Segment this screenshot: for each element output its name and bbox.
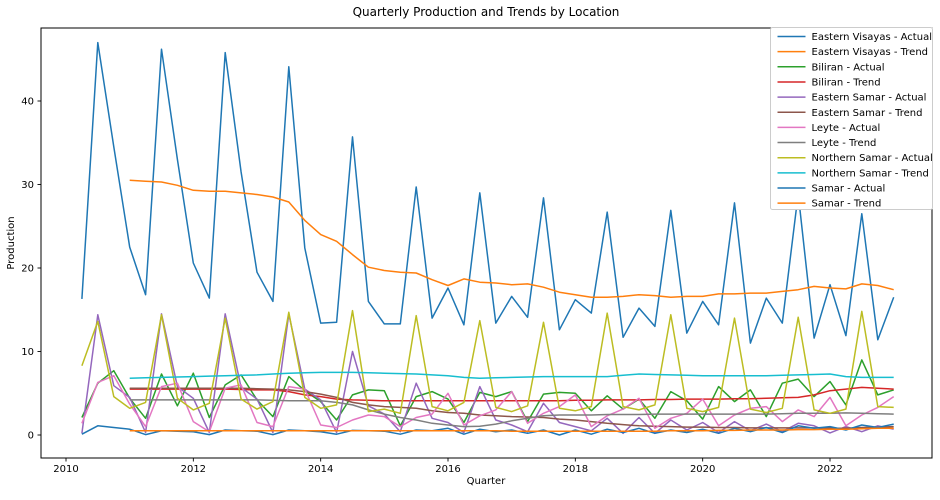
y-axis-label: Production [6, 216, 17, 269]
legend-entry-samar-actual: Samar - Actual [777, 184, 886, 195]
axes: 2010 2012 2014 2016 2018 2020 2022 0 10 20 30 40 [21, 27, 933, 475]
legend-label: Northern Samar - Actual [812, 153, 933, 164]
x-tick-label: 2018 [563, 464, 588, 475]
y-tick-label: 30 [21, 180, 34, 191]
series-line-northern-samar-trend [129, 371, 894, 379]
x-axis-label: Quarter [467, 476, 507, 487]
y-tick-label: 10 [21, 347, 34, 358]
x-tick-label: 2020 [690, 464, 715, 475]
legend-entry-eastern-visayas-actual: Eastern Visayas - Actual [777, 32, 932, 43]
legend-entry-eastern-samar-trend: Eastern Samar - Trend [777, 108, 923, 119]
legend: Eastern Visayas - Actual Eastern Visayas … [770, 27, 933, 210]
chart-title: Quarterly Production and Trends by Locat… [353, 5, 620, 19]
series-line-biliran-actual [81, 359, 894, 427]
series-line-eastern-visayas-trend [129, 179, 894, 298]
x-tick-label: 2022 [817, 464, 842, 475]
legend-entry-leyte-actual: Leyte - Actual [777, 123, 881, 134]
series-lines [81, 41, 895, 436]
x-tick-label: 2016 [435, 464, 460, 475]
x-tick-label: 2012 [181, 464, 206, 475]
legend-entry-northern-samar-actual: Northern Samar - Actual [777, 153, 933, 164]
legend-label: Samar - Trend [812, 199, 882, 210]
legend-label: Eastern Visayas - Actual [812, 32, 932, 43]
legend-entry-biliran-trend: Biliran - Trend [777, 77, 881, 88]
series-line-leyte-actual [81, 374, 895, 433]
legend-box [770, 27, 933, 210]
legend-label: Biliran - Trend [812, 77, 881, 88]
legend-label: Leyte - Trend [812, 138, 877, 149]
legend-entry-samar-trend: Samar - Trend [777, 199, 882, 210]
legend-entry-leyte-trend: Leyte - Trend [777, 138, 877, 149]
y-tick-label: 20 [21, 264, 34, 275]
x-tick-label: 2014 [308, 464, 333, 475]
legend-label: Leyte - Actual [812, 123, 881, 134]
legend-label: Eastern Samar - Actual [812, 93, 927, 104]
series-line-leyte-trend [129, 399, 894, 428]
y-tick-label: 40 [21, 97, 34, 108]
legend-label: Samar - Actual [812, 184, 886, 195]
plot-border [40, 27, 933, 459]
series-line-northern-samar-actual [81, 309, 894, 415]
series-line-eastern-visayas-actual [81, 41, 895, 344]
legend-label: Biliran - Actual [812, 62, 885, 73]
y-tick-label: 0 [28, 431, 34, 442]
legend-entry-biliran-actual: Biliran - Actual [777, 62, 885, 73]
legend-label: Eastern Visayas - Trend [812, 47, 929, 58]
x-tick-label: 2010 [53, 464, 78, 475]
series-line-samar-trend [129, 427, 894, 432]
legend-entry-eastern-visayas-trend: Eastern Visayas - Trend [777, 47, 929, 58]
legend-entry-eastern-samar-actual: Eastern Samar - Actual [777, 93, 927, 104]
legend-entry-northern-samar-trend: Northern Samar - Trend [777, 168, 929, 179]
series-line-biliran-trend [129, 386, 894, 402]
legend-label: Eastern Samar - Trend [812, 108, 923, 119]
legend-label: Northern Samar - Trend [812, 168, 929, 179]
